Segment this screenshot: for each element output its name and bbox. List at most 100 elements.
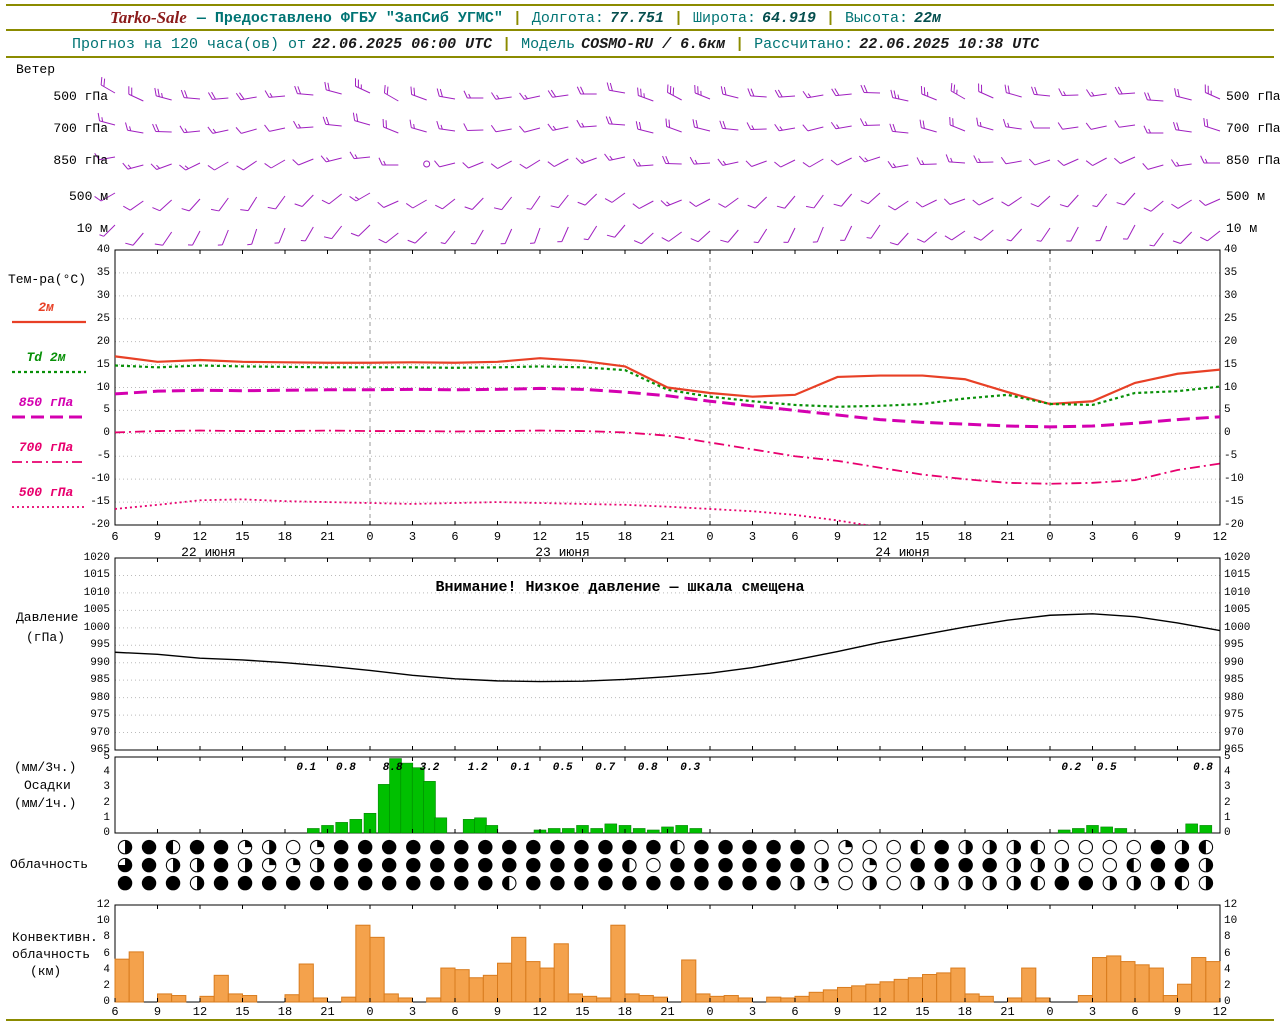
precip-amount-label: 1.2 [467,762,488,774]
x-tick-label: 0 [1046,1005,1054,1019]
conv-cloud-bar [567,993,583,1003]
wind-barb-icon [916,231,937,243]
cloud-cover-symbol: ◐ [669,835,686,857]
wind-barb-icon [973,155,994,164]
wind-barb-icon [519,159,541,169]
cloud-cover-symbol: ◑ [1173,835,1191,857]
precip-bar [562,828,575,834]
y-tick-label: 4 [103,963,110,976]
cloud-cover-symbol: ● [164,871,182,893]
x-tick-label: 18 [617,1005,633,1019]
conv-cloud-bar [341,996,357,1003]
y-tick-label: 3 [103,781,110,794]
x-tick-label: 12 [1212,530,1228,544]
cloud-cover-symbol: ● [140,853,158,875]
wind-barb-icon [830,157,852,166]
wind-barb-icon [519,125,541,133]
x-tick-label: 21 [320,530,335,544]
cloud-cover-symbol: ● [789,835,806,857]
precip-bar [474,817,487,834]
wind-barb-icon [719,120,739,131]
cloud-cover-symbol: ◑ [1005,871,1023,893]
wind-barb-icon [264,124,286,132]
wind-barb-icon [292,158,314,166]
x-tick-label: 0 [366,1005,374,1019]
conv-cloud-bar [312,997,329,1003]
cloud-cover-symbol: ◑ [957,835,974,857]
cloud-cover-symbol: ● [549,853,566,875]
y-tick-label: -5 [96,450,110,463]
precip-bar [485,825,499,834]
cloud-cover-symbol: ● [116,871,134,893]
wind-barb-icon [179,162,201,171]
conv-cloud-bar [369,936,385,1003]
wind-barb-icon [576,86,597,95]
forecast-time: 22.06.2025 06:00 UTC [312,35,493,53]
wind-barb-icon [887,200,909,211]
x-tick-label: 15 [575,1005,590,1019]
wind-barb-icon [519,92,541,100]
wind-barb-icon [500,228,513,245]
wind-barb-icon [583,225,598,241]
separator: | [673,9,683,27]
cloud-cover-symbol: ● [428,853,446,875]
wind-level-label: 10 м [1226,221,1258,236]
y-tick-label: -10 [1224,473,1244,486]
wind-barb-icon [247,228,258,246]
cloud-cover-symbol: ● [1173,853,1191,875]
conv-cloud-bar [681,959,697,1003]
wind-barb-icon [490,160,512,169]
conv-cloud-bar [1106,955,1122,1003]
precip-amount-label: 0.5 [1096,762,1117,774]
wind-barb-icon [1030,120,1050,129]
x-tick-label: 0 [1046,530,1054,544]
wind-barb-icon [493,196,513,211]
wind-barb-icon [812,226,824,243]
wind-barb-icon [859,118,881,127]
cloud-cover-symbol: ● [380,853,398,875]
wind-barb-icon [354,78,371,94]
conv-cloud-bar [624,993,640,1003]
precip-amount-label: 8.8 [382,762,403,774]
wind-barb-icon [1095,225,1108,242]
cloud-cover-symbol: ○ [1053,835,1071,857]
x-tick-label: 21 [660,530,675,544]
wind-barb-icon [382,118,399,134]
precip-bar [547,828,561,834]
y-tick-label: 6 [103,947,110,960]
wind-barb-icon [1172,231,1193,244]
wind-barb-icon [490,124,512,133]
y-tick-label: 2 [1224,979,1231,992]
cloud-cover-symbol: ◑ [909,871,926,893]
precip-bar [307,828,320,834]
wind-barb-icon [1036,227,1051,242]
conv-cloud-bar [1177,983,1193,1003]
wind-barb-icon [889,123,909,134]
x-tick-label: 18 [957,530,973,544]
wind-barb-icon [662,155,682,165]
cloud-cover-symbol: ◕ [116,853,134,875]
conv-cloud-bar [553,943,569,1003]
wind-barb-icon [915,199,937,208]
wind-barb-icon [802,90,824,99]
y-tick-label: 4 [1224,766,1231,779]
y-tick-label: -15 [1224,496,1244,509]
cloud-cover-symbol: ● [404,835,422,857]
cloud-cover-symbol: ◑ [308,853,326,875]
wind-barb-icon [557,226,569,243]
temp-legend-label: 500 гПа [18,485,74,500]
y-tick-label: 995 [1224,639,1244,652]
cloud-cover-symbol: ● [212,853,230,875]
x-tick-label: 9 [1173,530,1182,544]
wind-barb-icon [720,86,739,99]
pressure-line [114,613,1221,683]
cloud-cover-symbol: ● [525,871,542,893]
cloud-cover-symbol: ◑ [813,853,830,875]
cloud-cover-symbol: ◑ [1197,871,1215,893]
precip-amount-label: 3.2 [419,762,440,774]
wind-barb-icon [236,160,257,171]
cloud-cover-symbol: ● [525,853,542,875]
wind-barb-icon [324,81,342,95]
date-label: 23 июня [535,545,590,560]
separator: | [512,9,522,27]
